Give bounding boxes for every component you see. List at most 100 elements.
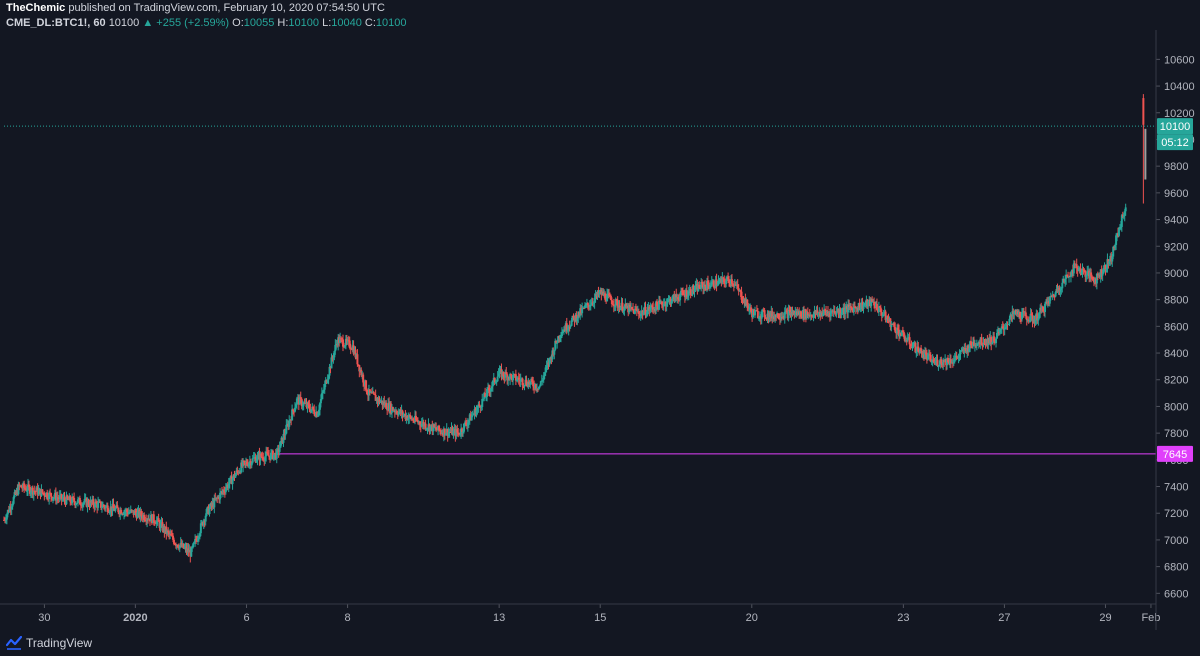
candle-body (542, 375, 545, 380)
candle-body (260, 453, 263, 457)
candle-body (1123, 211, 1126, 216)
y-tick-label: 9000 (1164, 268, 1188, 280)
candle-body (37, 490, 40, 495)
candle-body (646, 309, 649, 315)
y-tick-label: 7000 (1164, 535, 1188, 547)
candle-body (753, 310, 756, 316)
candle-body (862, 304, 865, 309)
price-axis[interactable]: 6600680070007200740076007800800082008400… (1156, 54, 1195, 600)
candle-body (746, 299, 749, 306)
candle-body (1030, 313, 1033, 316)
candle-body (505, 372, 508, 375)
candle-body (255, 459, 258, 463)
candle-body (545, 365, 548, 368)
author-name[interactable]: TheChemic (6, 2, 66, 14)
candle-body (590, 302, 593, 306)
candle-body (670, 301, 673, 304)
candle-body (87, 500, 90, 506)
candle-body (1086, 271, 1089, 276)
candle-body (606, 294, 609, 302)
candle-body (521, 378, 524, 386)
candle-body (300, 398, 303, 407)
candle-body (1121, 215, 1124, 217)
candle-body (222, 490, 225, 492)
candle-body (395, 411, 398, 414)
candle-body (703, 284, 706, 289)
candle-body (172, 535, 175, 540)
candle-body (1050, 295, 1053, 297)
candle-body (462, 431, 465, 433)
candle-body (306, 402, 309, 408)
candle-body (18, 484, 21, 486)
candle-body (1090, 272, 1093, 277)
candle-body (1029, 313, 1032, 321)
candle-body (559, 336, 562, 339)
candle-body (694, 285, 697, 290)
candle-body (418, 421, 421, 425)
candle-body (894, 327, 897, 332)
candle-body (114, 508, 117, 511)
candle-body (1117, 228, 1120, 236)
candle-body (1079, 268, 1082, 274)
candle-body (182, 543, 185, 549)
candle-body (245, 462, 248, 465)
candle-body (198, 533, 201, 537)
candle-body (356, 354, 359, 365)
candle-body (288, 420, 291, 427)
candle-body (657, 300, 660, 310)
candle-body (877, 306, 880, 312)
candle-body (452, 430, 455, 436)
candle-body (323, 384, 326, 390)
y-tick-label: 8600 (1164, 321, 1188, 333)
tradingview-logo-icon[interactable] (6, 636, 22, 650)
candle-body (826, 311, 829, 314)
candle-body (649, 308, 652, 311)
candle-body (511, 374, 514, 381)
y-tick-label: 10200 (1164, 108, 1195, 120)
candle-body (224, 488, 227, 493)
candle-body (494, 381, 497, 383)
candle-body (699, 288, 702, 290)
candle-body (572, 315, 575, 318)
candle-body (848, 304, 851, 307)
candle-body (165, 526, 168, 534)
candle-body (194, 539, 197, 543)
candle-body (982, 342, 985, 346)
candle-body (264, 456, 267, 461)
candle-body (397, 412, 400, 416)
candle-body (750, 307, 753, 312)
candle-body (92, 499, 95, 506)
candle-body (159, 523, 162, 528)
candle-body (484, 393, 487, 397)
candle-body (903, 336, 906, 341)
candle-body (739, 290, 742, 292)
candle-body (725, 280, 728, 285)
candle-body (787, 309, 790, 319)
candle-body (523, 384, 526, 386)
symbol-name[interactable]: CME_DL:BTC1!, 60 (6, 17, 106, 29)
candle-body (477, 404, 480, 408)
candle-body (870, 298, 873, 307)
candle-body (429, 426, 432, 432)
candle-body (134, 510, 137, 514)
plot-area[interactable] (3, 94, 1156, 563)
candle-body (319, 399, 322, 404)
candle-body (1114, 244, 1117, 248)
candle-body (75, 503, 78, 506)
candle-body (487, 388, 490, 391)
candle-body (610, 299, 613, 305)
candle-body (32, 490, 35, 495)
candle-body (244, 461, 247, 463)
candle-body (152, 514, 155, 522)
candle-body (439, 430, 442, 433)
candle-body (438, 425, 441, 431)
candle-body (588, 305, 591, 308)
candle-body (56, 497, 59, 499)
tradingview-brand[interactable]: TradingView (26, 636, 93, 650)
candle-body (681, 291, 684, 294)
candle-body (1082, 268, 1085, 270)
candle-body (698, 284, 701, 289)
candle-body (722, 277, 725, 279)
candle-body (717, 280, 720, 285)
